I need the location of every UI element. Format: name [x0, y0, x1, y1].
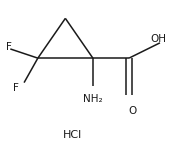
- Text: O: O: [128, 106, 137, 116]
- Text: HCl: HCl: [63, 130, 82, 140]
- Text: F: F: [6, 42, 12, 52]
- Text: OH: OH: [151, 34, 167, 44]
- Text: F: F: [13, 83, 18, 93]
- Text: NH₂: NH₂: [83, 94, 103, 104]
